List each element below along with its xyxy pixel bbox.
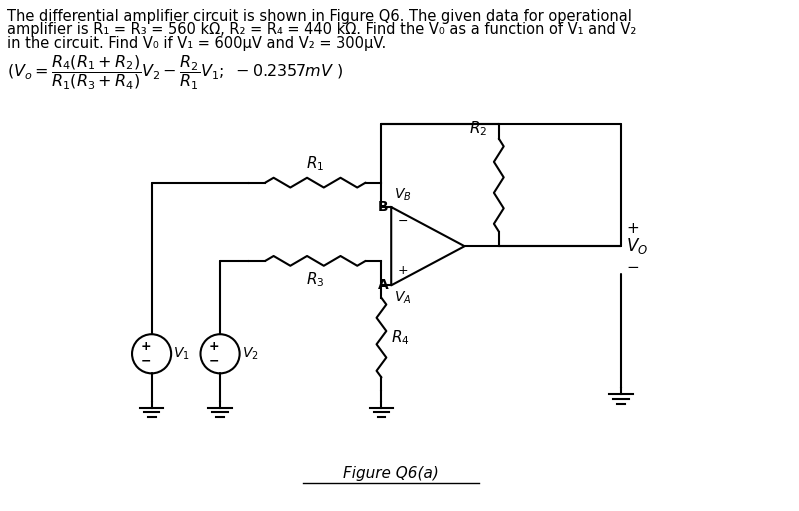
Text: $V_A$: $V_A$: [394, 289, 411, 306]
Text: +: +: [209, 340, 220, 354]
Text: amplifier is R₁ = R₃ = 560 kΩ, R₂ = R₄ = 440 kΩ. Find the V₀ as a function of V₁: amplifier is R₁ = R₃ = 560 kΩ, R₂ = R₄ =…: [7, 22, 636, 37]
Text: $R_4$: $R_4$: [392, 328, 410, 347]
Text: $R_2$: $R_2$: [469, 119, 487, 138]
Text: $V_B$: $V_B$: [394, 187, 411, 203]
Text: A: A: [378, 278, 388, 292]
Text: $V_1$: $V_1$: [173, 345, 190, 362]
Text: $R_3$: $R_3$: [306, 271, 324, 289]
Text: +: +: [626, 221, 638, 236]
Text: $V_O$: $V_O$: [626, 236, 648, 256]
Text: −: −: [209, 354, 220, 367]
Text: −: −: [398, 215, 408, 228]
Text: $( V_o = \dfrac{R_4(R_1 + R_2)}{R_1(R_3 + R_4)} V_2 - \dfrac{R_2}{R_1} V_1;\ -0.: $( V_o = \dfrac{R_4(R_1 + R_2)}{R_1(R_3 …: [7, 54, 343, 92]
Text: −: −: [141, 354, 151, 367]
Text: $V_2$: $V_2$: [241, 345, 258, 362]
Text: $R_1$: $R_1$: [306, 154, 324, 173]
Text: B: B: [378, 200, 388, 214]
Text: +: +: [141, 340, 151, 354]
Text: +: +: [398, 264, 408, 277]
Text: in the circuit. Find V₀ if V₁ = 600μV and V₂ = 300μV.: in the circuit. Find V₀ if V₁ = 600μV an…: [7, 36, 386, 51]
Text: Figure Q6(a): Figure Q6(a): [344, 466, 439, 481]
Text: The differential amplifier circuit is shown in Figure Q6. The given data for ope: The differential amplifier circuit is sh…: [7, 9, 632, 24]
Text: −: −: [626, 260, 638, 275]
